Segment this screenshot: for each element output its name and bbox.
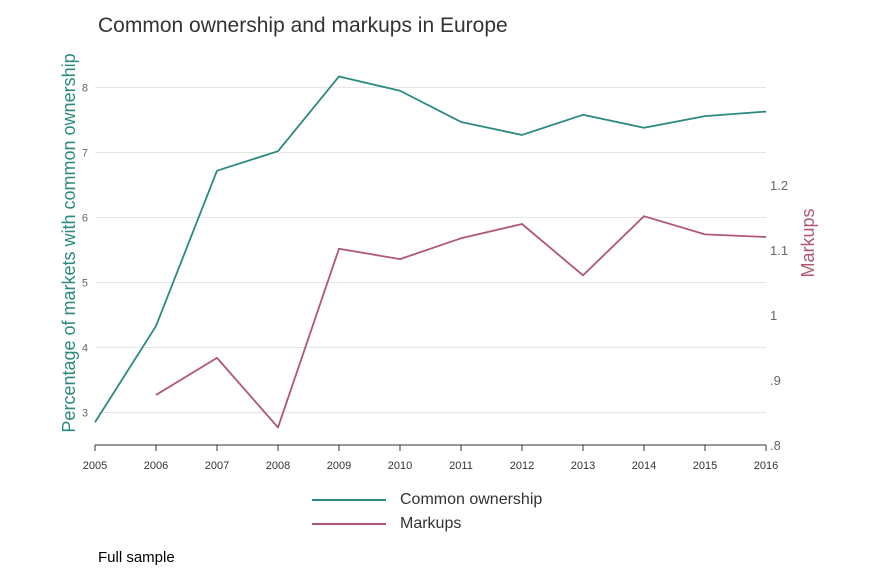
x-tick-label: 2008: [266, 460, 290, 472]
y-right-tick-label: 1.2: [770, 178, 788, 193]
x-tick-label: 2016: [754, 460, 778, 472]
x-tick-label: 2013: [571, 460, 595, 472]
legend-item-common-ownership: Common ownership: [312, 488, 542, 512]
chart-legend: Common ownership Markups: [312, 488, 542, 536]
y-left-tick-label: 6: [82, 213, 88, 225]
y-right-tick-label: .8: [770, 438, 781, 453]
x-tick-label: 2006: [144, 460, 168, 472]
legend-swatch-markups: [312, 523, 386, 525]
y-left-tick-label: 3: [82, 408, 88, 420]
series-line-markups: [155, 215, 767, 429]
y-left-tick-label: 5: [82, 278, 88, 290]
x-tick-label: 2011: [449, 460, 473, 472]
x-tick-label: 2014: [632, 460, 656, 472]
legend-label-common-ownership: Common ownership: [400, 491, 543, 508]
x-tick-label: 2005: [83, 460, 107, 472]
x-tick-label: 2012: [510, 460, 534, 472]
legend-item-markups: Markups: [312, 512, 542, 536]
y-left-tick-label: 4: [82, 343, 88, 355]
series-line-common-ownership: [94, 75, 767, 423]
x-tick-label: 2009: [327, 460, 351, 472]
x-tick-label: 2007: [205, 460, 229, 472]
chart-title: Common ownership and markups in Europe: [98, 14, 508, 37]
y-left-axis-label: Percentage of markets with common owners…: [59, 53, 79, 432]
y-right-tick-label: 1: [770, 308, 777, 323]
x-tick-label: 2015: [693, 460, 717, 472]
y-left-tick-label: 7: [82, 148, 88, 160]
y-right-tick-label: .9: [770, 373, 781, 388]
y-right-tick-label: 1.1: [770, 243, 788, 258]
legend-label-markups: Markups: [400, 515, 462, 532]
y-right-axis-label: Markups: [798, 208, 818, 277]
y-left-tick-label: 8: [82, 83, 88, 95]
legend-swatch-common-ownership: [312, 499, 386, 501]
x-tick-label: 2010: [388, 460, 412, 472]
footnote: Full sample: [98, 549, 175, 566]
